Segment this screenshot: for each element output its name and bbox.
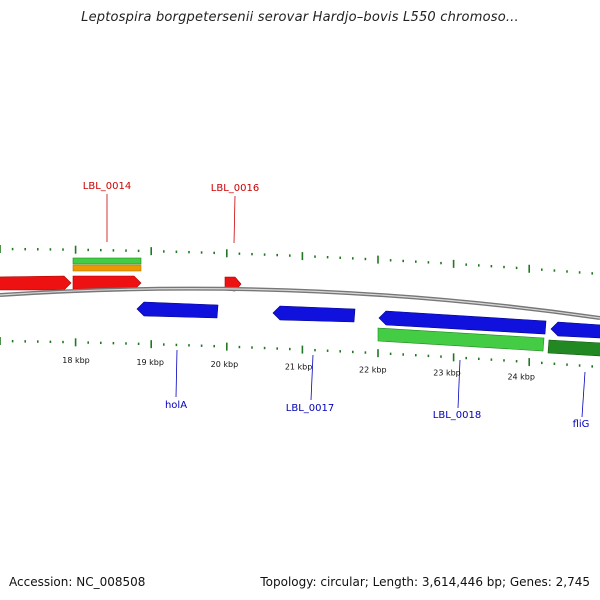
reverse-cds-arrow[interactable] <box>272 305 356 323</box>
gene-bar-green[interactable] <box>72 257 142 265</box>
bottom-gene-bars <box>377 327 600 357</box>
gene-bar-dark-green[interactable] <box>547 339 600 357</box>
scale-tick-label: 23 kbp <box>433 369 461 378</box>
gc-skew-ticks <box>0 245 594 275</box>
gene-label-lbl-0017[interactable]: LBL_0017 <box>286 403 334 414</box>
forward-cds-arrow[interactable] <box>72 275 142 291</box>
top-gene-bars <box>72 257 142 272</box>
scale-ticks <box>0 337 594 368</box>
scale-tick-label: 21 kbp <box>285 362 313 371</box>
gene-label-lbl-0018[interactable]: LBL_0018 <box>433 410 481 421</box>
gene-label-lbl-0016[interactable]: LBL_0016 <box>211 183 259 194</box>
scale-tick-label: 19 kbp <box>136 358 164 367</box>
accession-text: Accession: NC_008508 <box>9 575 146 589</box>
genome-summary-text: Topology: circular; Length: 3,614,446 bp… <box>260 575 590 589</box>
gene-bar-orange[interactable] <box>72 264 142 272</box>
label-leaders <box>106 194 586 418</box>
gene-label-hola[interactable]: holA <box>165 400 187 411</box>
reverse-cds-arrow[interactable] <box>136 301 219 319</box>
gene-label-lbl-0014[interactable]: LBL_0014 <box>83 181 131 192</box>
chromosome-backbone <box>0 286 600 320</box>
forward-cds-track <box>0 275 242 292</box>
scale-tick-label: 18 kbp <box>62 356 90 365</box>
scale-tick-label: 20 kbp <box>211 360 239 369</box>
reverse-cds-track <box>136 301 600 339</box>
scale-tick-label: 24 kbp <box>507 373 535 382</box>
scale-tick-labels: 18 kbp 19 kbp 20 kbp 21 kbp 22 kbp 23 kbp 24 k… <box>62 356 535 381</box>
reverse-cds-arrow[interactable] <box>550 321 600 339</box>
map-title: Leptospira borgpetersenii serovar Hardjo… <box>81 10 519 25</box>
reverse-cds-arrow[interactable] <box>378 310 547 335</box>
scale-tick-label: 22 kbp <box>359 365 387 374</box>
gene-bar-light-green[interactable] <box>377 327 545 352</box>
forward-cds-arrow[interactable] <box>0 275 72 291</box>
gene-label-flig[interactable]: fliG <box>573 419 590 430</box>
gene-labels: LBL_0014 LBL_0016 holA LBL_0017 LBL_0018… <box>83 181 590 430</box>
